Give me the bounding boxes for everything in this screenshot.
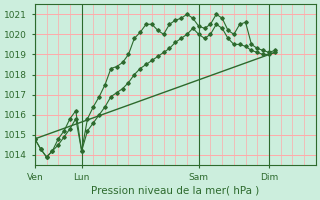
X-axis label: Pression niveau de la mer( hPa ): Pression niveau de la mer( hPa ) [91,186,260,196]
